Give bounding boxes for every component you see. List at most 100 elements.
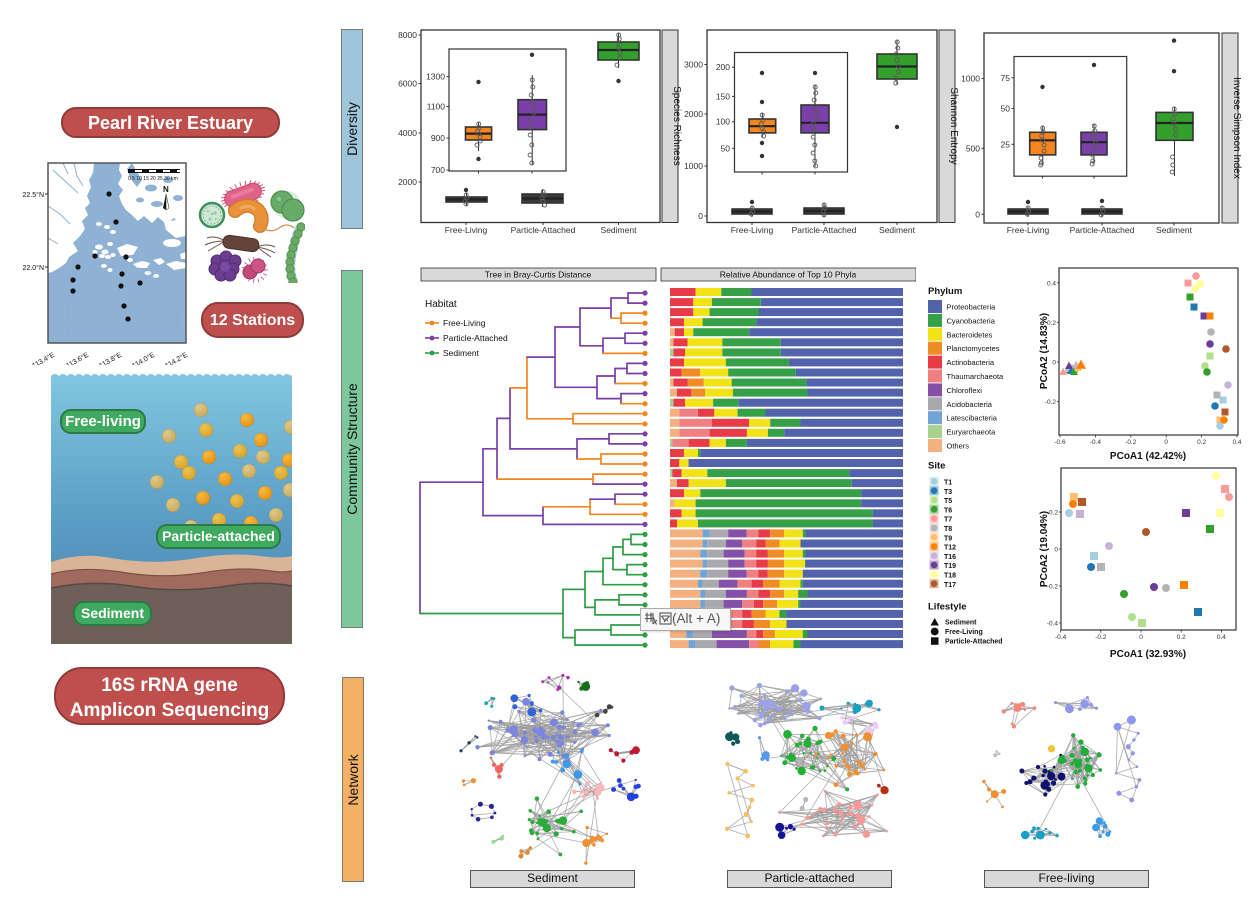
- svg-text:Planctomycetes: Planctomycetes: [947, 344, 1000, 353]
- svg-text:8000: 8000: [398, 30, 417, 40]
- svg-text:0.2: 0.2: [1197, 439, 1206, 446]
- svg-text:75: 75: [1001, 73, 1011, 83]
- svg-text:Proteobacteria: Proteobacteria: [947, 303, 997, 312]
- svg-text:T17: T17: [944, 582, 956, 589]
- svg-text:Relative Abundance of Top 10 P: Relative Abundance of Top 10 Phyla: [720, 270, 857, 280]
- svg-text:Euryarchaeota: Euryarchaeota: [947, 428, 997, 437]
- svg-text:50: 50: [721, 143, 731, 153]
- svg-text:6000: 6000: [398, 79, 417, 89]
- svg-text:0: 0: [698, 211, 703, 221]
- svg-text:113.4°E: 113.4°E: [31, 351, 56, 365]
- svg-text:T7: T7: [944, 517, 952, 524]
- svg-text:Others: Others: [947, 442, 970, 451]
- svg-text:Sediment: Sediment: [601, 225, 638, 235]
- svg-text:0: 0: [1164, 439, 1168, 446]
- svg-text:Thaumarchaeota: Thaumarchaeota: [947, 372, 1005, 381]
- svg-text:-0.6: -0.6: [1054, 439, 1066, 446]
- svg-text:900: 900: [431, 133, 445, 143]
- svg-text:0.4: 0.4: [1232, 439, 1241, 446]
- svg-text:Site: Site: [928, 461, 945, 472]
- svg-text:T9: T9: [944, 535, 952, 542]
- svg-text:500: 500: [966, 143, 980, 153]
- svg-text:Actinobacteria: Actinobacteria: [947, 358, 995, 367]
- svg-text:-0.2: -0.2: [1045, 399, 1057, 406]
- svg-text:0.2: 0.2: [1047, 320, 1056, 327]
- svg-text:Free-Living: Free-Living: [445, 225, 488, 235]
- svg-text:PCoA1 (32.93%): PCoA1 (32.93%): [1110, 649, 1186, 660]
- svg-text:T8: T8: [944, 526, 952, 533]
- svg-text:N: N: [163, 185, 169, 194]
- svg-text:0.2: 0.2: [1049, 510, 1058, 517]
- svg-text:Latescibacteria: Latescibacteria: [947, 414, 998, 423]
- svg-text:Phylum: Phylum: [928, 286, 962, 297]
- svg-text:-0.2: -0.2: [1095, 634, 1107, 641]
- svg-text:2000: 2000: [398, 177, 417, 187]
- svg-text:700: 700: [431, 165, 445, 175]
- svg-text:0: 0: [1139, 634, 1143, 641]
- svg-text:Sediment: Sediment: [945, 620, 977, 627]
- svg-text:0.2: 0.2: [1177, 634, 1186, 641]
- svg-text:1000: 1000: [684, 161, 703, 171]
- svg-text:Particle-Attached: Particle-Attached: [1070, 225, 1135, 235]
- svg-text:Bacteroidetes: Bacteroidetes: [947, 330, 993, 339]
- svg-text:Sediment: Sediment: [1156, 225, 1193, 235]
- svg-text:Chloroflexi: Chloroflexi: [947, 386, 983, 395]
- svg-text:0.4: 0.4: [1217, 634, 1226, 641]
- svg-text:Shannon Entropy: Shannon Entropy: [948, 87, 959, 164]
- svg-text:-0.2: -0.2: [1047, 584, 1059, 591]
- svg-text:T3: T3: [944, 489, 952, 496]
- svg-text:Free-Living: Free-Living: [945, 629, 983, 636]
- svg-text:PCoA2 (14.83%): PCoA2 (14.83%): [1039, 313, 1050, 389]
- svg-text:25: 25: [1001, 139, 1011, 149]
- svg-text:Lifestyle: Lifestyle: [928, 601, 967, 612]
- svg-text:2000: 2000: [684, 109, 703, 119]
- svg-text:22.5°N: 22.5°N: [23, 191, 44, 199]
- svg-text:200: 200: [716, 62, 730, 72]
- svg-text:Free-Living: Free-Living: [1007, 225, 1050, 235]
- svg-text:1100: 1100: [427, 102, 446, 112]
- svg-text:T19: T19: [944, 563, 956, 570]
- svg-text:3000: 3000: [684, 60, 703, 70]
- svg-text:Tree in Bray-Curtis Distance: Tree in Bray-Curtis Distance: [485, 270, 592, 280]
- svg-text:Sediment: Sediment: [443, 348, 480, 358]
- svg-text:150: 150: [716, 91, 730, 101]
- svg-text:T5: T5: [944, 498, 952, 505]
- svg-text:Particle-Attached: Particle-Attached: [443, 333, 508, 343]
- svg-text:Habitat: Habitat: [425, 299, 457, 310]
- svg-text:-0.4: -0.4: [1055, 634, 1067, 641]
- svg-text:Inverse Simpson Index: Inverse Simpson Index: [1231, 77, 1242, 179]
- svg-text:22.0°N: 22.0°N: [23, 264, 44, 272]
- svg-text:113.6°E: 113.6°E: [65, 351, 90, 365]
- svg-text:-0.2: -0.2: [1125, 439, 1137, 446]
- svg-text:Free-Living: Free-Living: [443, 318, 486, 328]
- svg-text:-0.4: -0.4: [1090, 439, 1102, 446]
- svg-text:-0.4: -0.4: [1047, 621, 1059, 628]
- svg-text:Particle-Attached: Particle-Attached: [511, 225, 576, 235]
- svg-text:114.0°E: 114.0°E: [131, 351, 156, 365]
- svg-text:Particle-Attached: Particle-Attached: [792, 225, 857, 235]
- svg-text:T1: T1: [944, 480, 952, 487]
- svg-text:Cyanobacteria: Cyanobacteria: [947, 316, 996, 325]
- svg-text:T12: T12: [944, 545, 956, 552]
- svg-text:T16: T16: [944, 554, 956, 561]
- svg-text:100: 100: [716, 117, 730, 127]
- svg-text:Sediment: Sediment: [879, 225, 916, 235]
- svg-text:0: 0: [1052, 360, 1056, 367]
- svg-text:0: 0: [975, 209, 980, 219]
- svg-text:PCoA1 (42.42%): PCoA1 (42.42%): [1110, 451, 1186, 462]
- svg-text:50: 50: [1001, 103, 1011, 113]
- svg-text:T18: T18: [944, 573, 956, 580]
- svg-text:113.8°E: 113.8°E: [98, 351, 123, 365]
- svg-text:T6: T6: [944, 507, 952, 514]
- svg-text:0 5 10 15 20 25 30 km: 0 5 10 15 20 25 30 km: [128, 176, 178, 182]
- svg-text:0: 0: [1054, 547, 1058, 554]
- svg-text:Free-Living: Free-Living: [731, 225, 774, 235]
- svg-text:4000: 4000: [398, 128, 417, 138]
- svg-text:0.4: 0.4: [1047, 280, 1056, 287]
- svg-text:Particle-Attached: Particle-Attached: [945, 639, 1003, 646]
- svg-text:114.2°E: 114.2°E: [164, 351, 189, 365]
- svg-text:1300: 1300: [426, 72, 445, 82]
- svg-text:PCoA2 (19.04%): PCoA2 (19.04%): [1039, 511, 1050, 587]
- svg-text:1000: 1000: [961, 74, 980, 84]
- svg-text:Species Richness: Species Richness: [671, 86, 682, 165]
